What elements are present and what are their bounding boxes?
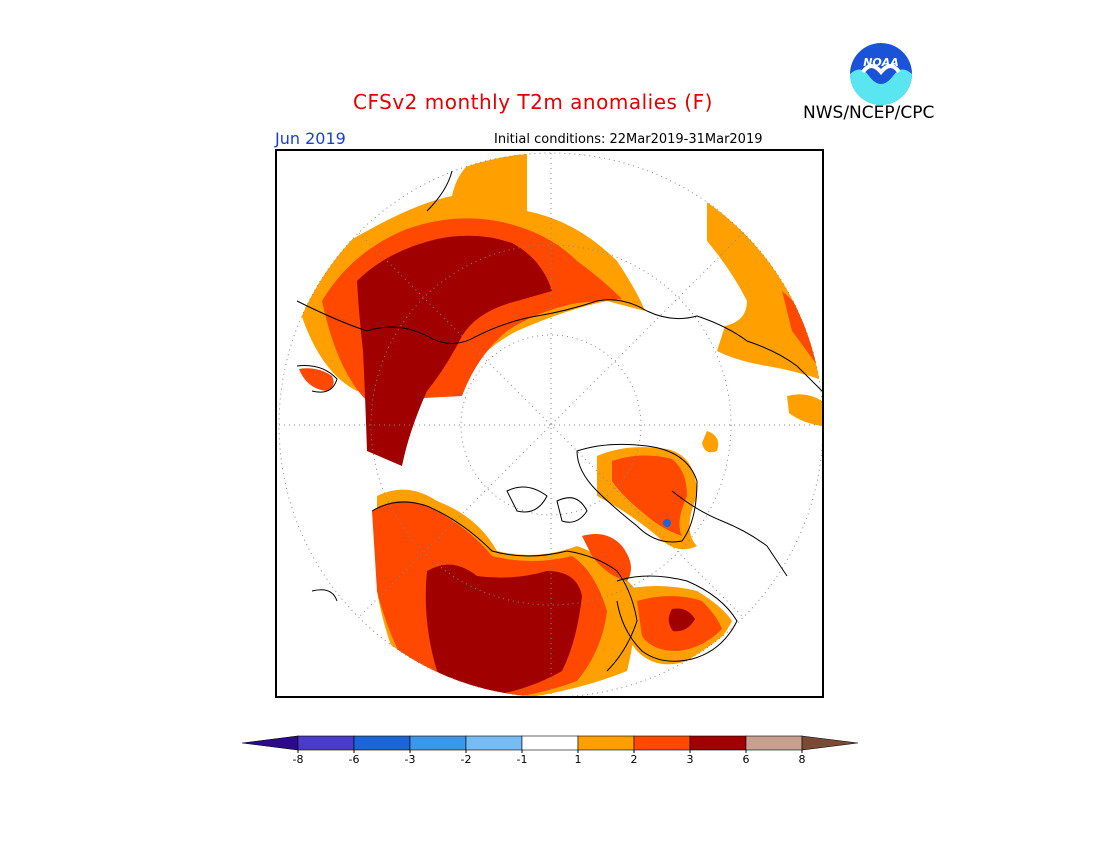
anomaly-region-northamerica-darkred xyxy=(425,564,582,696)
anomaly-region-iceland-orange xyxy=(702,431,719,453)
legend-bin xyxy=(521,735,579,751)
anomaly-region-chukotka-orange xyxy=(707,201,822,381)
legend-tick-label: -8 xyxy=(293,753,304,766)
legend-tick-label: 3 xyxy=(687,753,694,766)
anomaly-region-alaska-red xyxy=(299,368,334,391)
legend-bin xyxy=(241,735,299,751)
legend-bin xyxy=(353,735,411,751)
anomaly-region-pacific-orange xyxy=(787,394,822,426)
anomaly-region-eurasia-darkred xyxy=(357,235,552,466)
legend-bin xyxy=(633,735,691,751)
legend-tick-label: 1 xyxy=(575,753,582,766)
anomaly-region-baffin-red xyxy=(582,533,631,581)
legend-tick-label: -3 xyxy=(405,753,416,766)
legend-bin xyxy=(689,735,747,751)
graticule xyxy=(278,152,822,696)
legend-tick-label: 8 xyxy=(799,753,806,766)
legend-bin xyxy=(297,735,355,751)
initial-conditions: Initial conditions: 22Mar2019-31Mar2019 xyxy=(494,132,763,147)
legend-bin xyxy=(745,735,803,751)
anomaly-dot-blue xyxy=(663,519,671,527)
legend-tick-label: -1 xyxy=(517,753,528,766)
legend-bin xyxy=(465,735,523,751)
legend-tick-label: 2 xyxy=(631,753,638,766)
anomaly-map xyxy=(278,152,822,696)
polar-map xyxy=(275,149,824,698)
legend-bin xyxy=(577,735,635,751)
forecast-month: Jun 2019 xyxy=(275,129,346,148)
anomaly-region-europe-darkred xyxy=(668,608,695,632)
coastlines xyxy=(296,170,822,672)
agency-label: NWS/NCEP/CPC xyxy=(803,103,935,123)
legend-tick-label: 6 xyxy=(743,753,750,766)
logo-text: NOAA xyxy=(863,56,899,69)
legend-bin xyxy=(409,735,467,751)
legend-bin xyxy=(801,735,859,751)
color-legend: -8 -6 -3 -2 -1 1 2 3 6 8 xyxy=(241,735,859,766)
anomaly-region-greenland-red xyxy=(612,455,687,536)
map-title: CFSv2 monthly T2m anomalies (F) xyxy=(353,90,713,114)
noaa-logo: NOAA xyxy=(850,43,912,105)
legend-tick-label: -2 xyxy=(461,753,472,766)
legend-tick-label: -6 xyxy=(349,753,360,766)
